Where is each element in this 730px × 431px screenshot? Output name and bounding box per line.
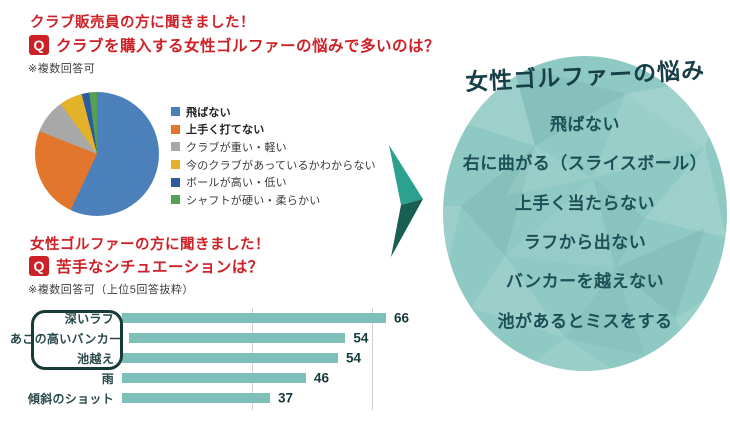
bar-chart-rows: 深いラフ 66 あごの高いバンカー 54 池越え 54 雨 46 傾斜のショット 37: [10, 308, 420, 408]
legend-item: ボールが高い・低い: [171, 173, 376, 191]
survey1-question-row: Q クラブを購入する女性ゴルファーの悩みで多いのは？: [29, 34, 440, 56]
bar-track: 54: [122, 348, 386, 368]
bar-label: 雨: [101, 371, 114, 386]
bar-track: 54: [129, 328, 393, 348]
bar-fill: [122, 373, 306, 383]
legend-swatch: [171, 195, 180, 205]
bar-row: 池越え 54: [10, 348, 420, 368]
concern-item: 右に曲がる（スライスボール）: [462, 154, 708, 174]
survey2-note: ※複数回答可（上位5回答抜粋）: [28, 284, 194, 296]
result-panel: 女性ゴルファーの悩み 飛ばない 右に曲がる（スライスボール） 上手く当たらない ラフか…: [443, 56, 727, 371]
bar-value: 46: [314, 370, 330, 386]
bar-label: 深いラフ: [64, 311, 114, 326]
gridline: [372, 308, 373, 410]
bar-value: 66: [394, 310, 410, 326]
pie-chart: [35, 92, 159, 216]
q-badge: Q: [29, 35, 49, 55]
legend-swatch: [171, 124, 180, 134]
survey1-heading: クラブ販売員の方に聞きました！: [30, 15, 255, 31]
arrow-lower-facet: [391, 199, 423, 257]
legend-label: クラブが重い・軽い: [186, 141, 287, 154]
concern-item: 上手く当たらない: [515, 193, 655, 213]
bar-label: あごの高いバンカー: [10, 331, 122, 346]
survey1-question: クラブを購入する女性ゴルファーの悩みで多いのは？: [56, 38, 441, 55]
bar-fill: [122, 313, 386, 323]
survey2-question: 苦手なシチュエーションは？: [56, 259, 264, 276]
legend-label: 今のクラブがあっているかわからない: [186, 159, 376, 172]
bar-track: 66: [122, 308, 409, 328]
legend-item: 今のクラブがあっているかわからない: [171, 156, 376, 174]
pie-legend: 飛ばない上手く打てないクラブが重い・軽い今のクラブがあっているかわからない ボール…: [171, 103, 376, 209]
q-badge: Q: [29, 256, 49, 276]
legend-item: 上手く打てない: [171, 121, 376, 139]
bar-chart: 深いラフ 66 あごの高いバンカー 54 池越え 54 雨 46 傾斜のショット 37: [10, 308, 420, 412]
bar-label: 傾斜のショット: [27, 391, 114, 406]
bar-row: 傾斜のショット 37: [10, 388, 420, 408]
legend-swatch: [171, 107, 180, 117]
legend-item: 飛ばない: [171, 103, 376, 121]
bar-track: 46: [122, 368, 386, 388]
concern-item: 池があるとミスをする: [497, 311, 673, 331]
bar-row: あごの高いバンカー 54: [10, 328, 420, 348]
top3-highlight-outline: [31, 310, 123, 370]
legend-swatch: [171, 160, 180, 170]
bar-row: 雨 46: [10, 368, 420, 388]
arrow-upper-facet: [389, 145, 423, 205]
concern-item: ラフから出ない: [523, 233, 647, 253]
survey2-question-row: Q 苦手なシチュエーションは？: [29, 255, 264, 277]
right-arrow-icon: [389, 145, 423, 257]
survey1-note: ※複数回答可: [28, 63, 96, 75]
result-items: 飛ばない右に曲がる（スライスボール） 上手く当たらない ラフから出ない バンカーを越え…: [443, 103, 727, 339]
bar-fill: [129, 333, 346, 343]
bar-value: 54: [353, 330, 369, 346]
concern-item: 飛ばない: [550, 115, 620, 135]
bar-value: 54: [346, 350, 362, 366]
bar-fill: [122, 393, 270, 403]
bar-label: 池越え: [77, 351, 114, 366]
legend-item: シャフトが硬い・柔らかい: [171, 191, 376, 209]
concern-item: バンカーを越えない: [505, 272, 665, 292]
survey2-heading: 女性ゴルファーの方に聞きました！: [30, 237, 270, 253]
legend-label: 上手く打てない: [186, 124, 265, 137]
bar-value: 37: [278, 390, 294, 406]
bar-fill: [122, 353, 338, 363]
legend-swatch: [171, 142, 180, 152]
bar-track: 37: [122, 388, 386, 408]
legend-item: クラブが重い・軽い: [171, 138, 376, 156]
legend-label: シャフトが硬い・柔らかい: [186, 194, 321, 207]
bar-row: 深いラフ 66: [10, 308, 420, 328]
legend-label: 飛ばない: [186, 106, 231, 119]
legend-swatch: [171, 177, 180, 187]
lowpoly-circle: [443, 56, 727, 371]
legend-label: ボールが高い・低い: [186, 177, 287, 190]
